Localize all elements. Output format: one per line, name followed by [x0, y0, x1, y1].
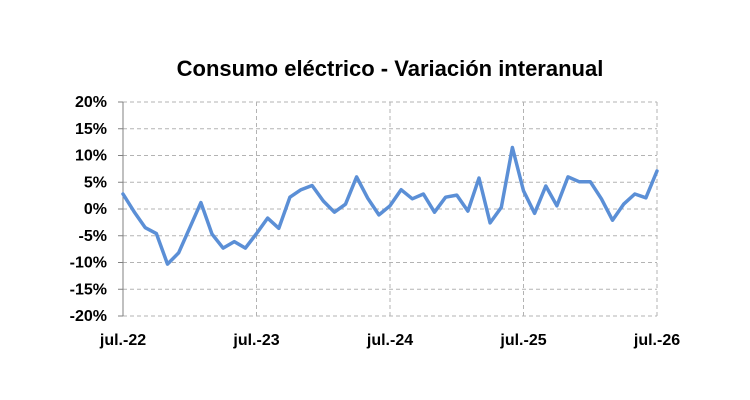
- data-point: [121, 192, 125, 196]
- data-point: [533, 211, 537, 215]
- data-point: [555, 204, 559, 208]
- data-point: [299, 188, 303, 192]
- y-tick-label: -15%: [70, 281, 107, 298]
- data-point: [499, 205, 503, 209]
- data-point: [599, 197, 603, 201]
- y-tick-label: 10%: [75, 148, 107, 165]
- data-point: [410, 197, 414, 201]
- data-point: [310, 183, 314, 187]
- x-tick-label: jul.-23: [232, 332, 279, 349]
- y-tick-label: 5%: [84, 174, 107, 191]
- data-point: [544, 184, 548, 188]
- data-point: [188, 226, 192, 230]
- y-tick-label: -5%: [79, 228, 107, 245]
- y-tick-label: -10%: [70, 255, 107, 272]
- data-point: [466, 209, 470, 213]
- data-point: [566, 175, 570, 179]
- chart-title: Consumo eléctrico - Variación interanual: [176, 56, 604, 81]
- data-point: [366, 196, 370, 200]
- y-tick-label: 15%: [75, 121, 107, 138]
- y-tick-label: 20%: [75, 94, 107, 111]
- data-point: [655, 169, 659, 173]
- data-point: [399, 188, 403, 192]
- data-point: [388, 204, 392, 208]
- data-point: [199, 201, 203, 205]
- tick-labels: 20% 15% 10% 5% 0% -5% -10% -15% -20% jul.-22 jul.-…: [70, 94, 681, 349]
- x-tick-label: jul.-22: [99, 332, 146, 349]
- data-point: [288, 195, 292, 199]
- data-point: [633, 192, 637, 196]
- data-point: [355, 175, 359, 179]
- data-point: [255, 232, 259, 236]
- data-point: [622, 202, 626, 206]
- data-point: [611, 218, 615, 222]
- x-tick-label: jul.-25: [499, 332, 546, 349]
- data-point: [321, 199, 325, 203]
- data-point: [510, 145, 514, 149]
- data-point: [488, 221, 492, 225]
- data-point: [154, 232, 158, 236]
- y-tick-label: 0%: [84, 201, 107, 218]
- data-point: [444, 195, 448, 199]
- data-point: [166, 262, 170, 266]
- data-point: [177, 251, 181, 255]
- data-point: [221, 246, 225, 250]
- y-tick-label: -20%: [70, 308, 107, 325]
- data-point: [421, 192, 425, 196]
- data-point: [232, 240, 236, 244]
- data-point: [266, 216, 270, 220]
- series-line: [121, 145, 659, 266]
- data-point: [577, 180, 581, 184]
- data-point: [433, 210, 437, 214]
- data-point: [243, 246, 247, 250]
- axes: [118, 101, 124, 317]
- data-point: [644, 196, 648, 200]
- grid-lines: [122, 101, 658, 317]
- data-point: [332, 210, 336, 214]
- x-tick-label: jul.-26: [633, 332, 680, 349]
- data-point: [132, 210, 136, 214]
- x-tick-label: jul.-24: [366, 332, 413, 349]
- data-point: [277, 226, 281, 230]
- data-point: [455, 193, 459, 197]
- data-point: [143, 226, 147, 230]
- data-point: [588, 180, 592, 184]
- data-point: [344, 202, 348, 206]
- data-point: [522, 189, 526, 193]
- data-point: [210, 232, 214, 236]
- data-point: [377, 213, 381, 217]
- data-point: [477, 176, 481, 180]
- series-layer: [121, 145, 659, 266]
